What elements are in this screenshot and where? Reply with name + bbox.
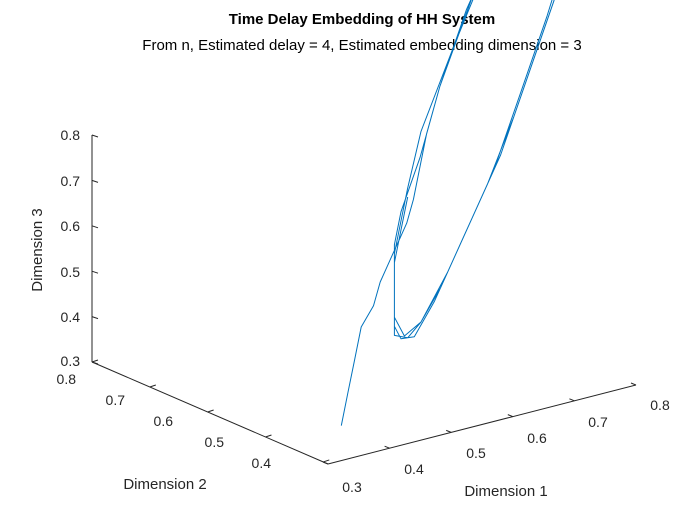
y-tick-label: 0.4	[252, 455, 272, 471]
trajectory-line	[340, 0, 555, 426]
z-tick-mark	[91, 134, 99, 138]
z-tick-label: 0.7	[61, 173, 81, 189]
z-tick-label: 0.5	[61, 264, 81, 280]
y-tick-label: 0.5	[205, 434, 225, 450]
z-tick-label: 0.4	[61, 309, 81, 325]
x-tick-mark	[446, 429, 452, 433]
z-tick-mark	[91, 225, 99, 229]
x-tick-label: 0.8	[650, 397, 670, 413]
x-tick-label: 0.5	[466, 445, 486, 461]
z-axis-label: Dimension 3	[29, 208, 46, 291]
y-tick-mark	[265, 434, 272, 438]
x-tick-mark	[322, 461, 329, 465]
z-tick-label: 0.3	[61, 353, 81, 369]
y-tick-label: 0.7	[106, 392, 126, 408]
x-tick-label: 0.3	[342, 479, 362, 495]
x-tick-mark	[507, 414, 513, 418]
x-tick-label: 0.6	[527, 430, 547, 446]
y-tick-label: 0.8	[57, 371, 77, 387]
z-tick-mark	[91, 179, 99, 183]
y-tick-mark	[149, 384, 156, 388]
tick-marks	[91, 134, 637, 465]
x-tick-mark	[630, 382, 637, 386]
x-tick-mark	[384, 445, 390, 449]
z-tick-mark	[91, 361, 99, 365]
z-tick-mark	[91, 270, 99, 274]
x-axis-line	[327, 384, 637, 465]
y-tick-mark	[91, 359, 99, 363]
z-tick-label: 0.6	[61, 218, 81, 234]
x-tick-mark	[569, 398, 575, 402]
series-group	[340, 0, 555, 426]
y-axis-line	[91, 361, 329, 465]
chart-subtitle: From n, Estimated delay = 4, Estimated e…	[142, 37, 581, 54]
axes	[91, 135, 637, 465]
chart-title: Time Delay Embedding of HH System	[229, 11, 495, 28]
z-tick-mark	[91, 316, 99, 320]
y-tick-mark	[323, 459, 330, 463]
z-tick-label: 0.8	[61, 127, 81, 143]
tick-labels: 0.8 0.7 0.6 0.5 0.4 0.3 0.8 0.7 0.6 0.5 …	[57, 127, 670, 495]
x-tick-label: 0.4	[404, 461, 424, 477]
x-axis-label: Dimension 1	[464, 483, 547, 500]
y-axis-label: Dimension 2	[123, 476, 206, 493]
x-tick-label: 0.7	[588, 414, 608, 430]
y-tick-label: 0.6	[154, 413, 174, 429]
y-tick-mark	[207, 409, 214, 413]
